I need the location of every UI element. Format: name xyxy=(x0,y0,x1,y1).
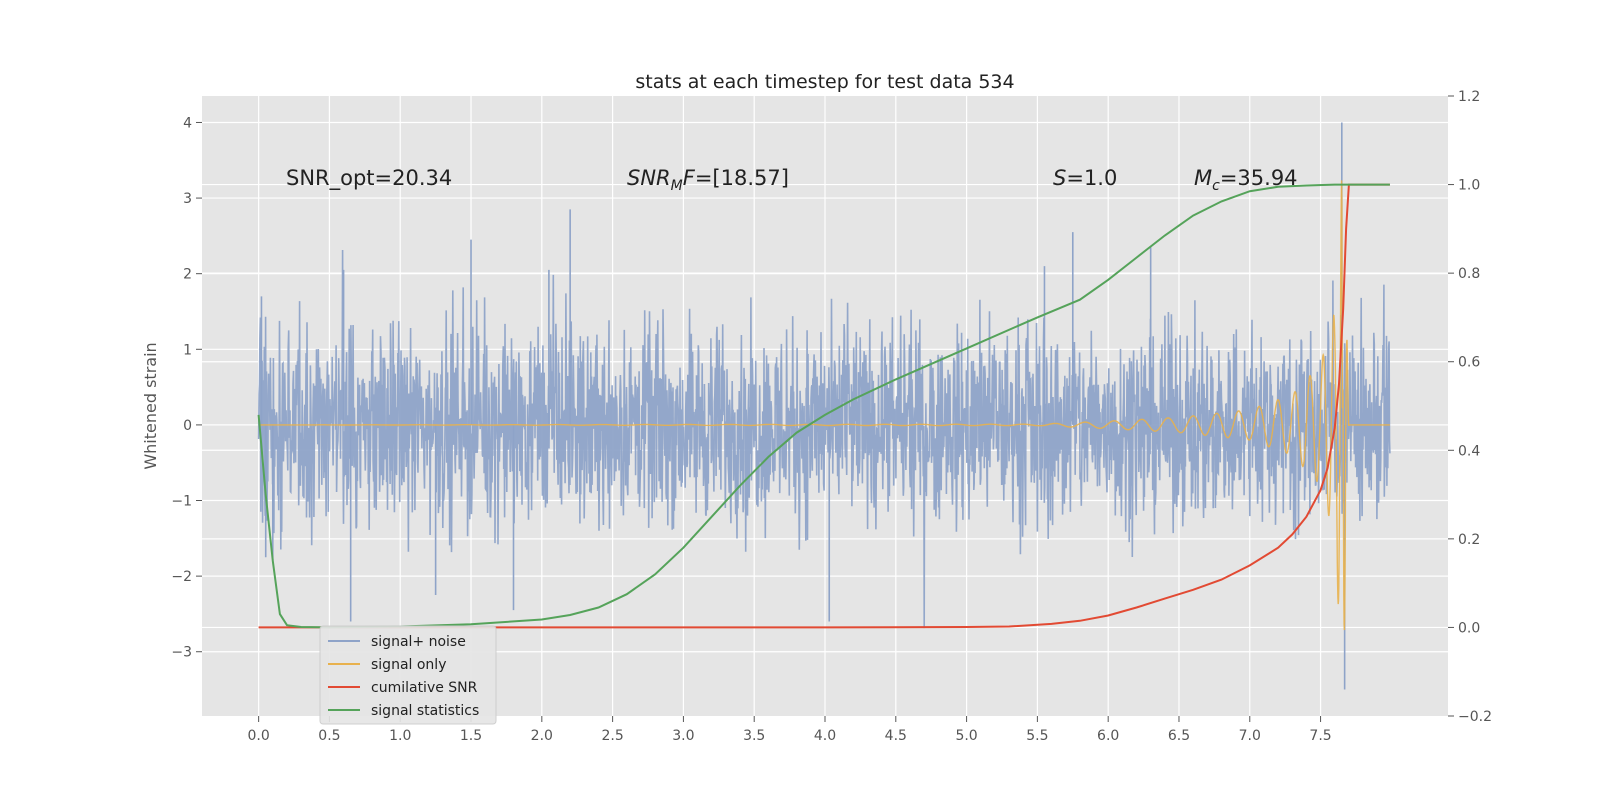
annotation-mc: Mc=35.94 xyxy=(1194,166,1298,194)
legend: signal+ noise signal only cumilative SNR… xyxy=(319,625,497,725)
x-tick-label-7: 3.5 xyxy=(743,728,765,744)
left-tick-label-5: −1 xyxy=(171,494,192,510)
x-tick-label-9: 4.5 xyxy=(885,728,907,744)
left-tick-label-1: 3 xyxy=(183,191,192,207)
signal-only-series xyxy=(258,180,1390,631)
right-y-axis: 1.2 1.0 0.8 0.6 0.4 0.2 0.0 −0.2 xyxy=(1448,89,1492,725)
left-tick-label-3: 1 xyxy=(183,342,192,358)
x-tick-label-6: 3.0 xyxy=(672,728,694,744)
right-tick-label-3: 0.6 xyxy=(1458,355,1480,371)
x-tick-label-12: 6.0 xyxy=(1097,728,1119,744)
left-tick-label-0: 4 xyxy=(183,115,192,131)
signal-only-line xyxy=(258,180,1390,631)
x-tick-label-1: 0.5 xyxy=(318,728,340,744)
x-tick-label-2: 1.0 xyxy=(389,728,411,744)
right-tick-label-4: 0.4 xyxy=(1458,443,1480,459)
right-tick-label-0: 1.2 xyxy=(1458,89,1480,105)
x-tick-label-10: 5.0 xyxy=(955,728,977,744)
right-tick-label-6: 0.0 xyxy=(1458,620,1480,636)
x-tick-label-11: 5.5 xyxy=(1026,728,1048,744)
left-y-axis: 4 3 2 1 0 −1 −2 −3 xyxy=(171,115,202,661)
x-tick-label-3: 1.5 xyxy=(460,728,482,744)
left-tick-label-7: −3 xyxy=(171,645,192,661)
x-tick-label-8: 4.0 xyxy=(814,728,836,744)
annotation-snr-mf: SNRMF=[18.57] xyxy=(627,166,789,194)
x-tick-label-15: 7.5 xyxy=(1309,728,1331,744)
x-tick-label-4: 2.0 xyxy=(531,728,553,744)
right-tick-label-5: 0.2 xyxy=(1458,532,1480,548)
x-tick-label-14: 7.0 xyxy=(1239,728,1261,744)
x-tick-label-5: 2.5 xyxy=(601,728,623,744)
left-tick-label-2: 2 xyxy=(183,267,192,283)
x-axis: 0.0 0.5 1.0 1.5 2.0 2.5 3.0 3.5 4.0 4.5 5.0 5.5 6.0 6… xyxy=(248,716,1332,744)
left-tick-label-6: −2 xyxy=(171,569,192,585)
annotation-s: S=1.0 xyxy=(1053,166,1117,190)
x-tick-label-13: 6.5 xyxy=(1168,728,1190,744)
signal-noise-line xyxy=(257,249,1391,629)
annotation-snr-opt: SNR_opt=20.34 xyxy=(286,166,452,191)
legend-box xyxy=(319,625,497,725)
legend-label-signal-statistics: signal statistics xyxy=(371,703,479,719)
legend-label-signal-only: signal only xyxy=(371,657,446,673)
x-tick-label-0: 0.0 xyxy=(248,728,270,744)
right-tick-label-2: 0.8 xyxy=(1458,266,1480,282)
chart-title: stats at each timestep for test data 534 xyxy=(635,71,1014,93)
right-tick-label-7: −0.2 xyxy=(1458,709,1492,725)
cumulative-snr-line xyxy=(258,183,1390,629)
left-tick-label-4: 0 xyxy=(183,418,192,434)
right-tick-label-1: 1.0 xyxy=(1458,178,1480,194)
legend-label-cumulative-snr: cumilative SNR xyxy=(371,680,478,696)
y-axis-label: Whitened strain xyxy=(141,342,160,469)
cumulative-snr-series xyxy=(258,183,1390,629)
legend-label-signal-noise: signal+ noise xyxy=(371,634,466,650)
